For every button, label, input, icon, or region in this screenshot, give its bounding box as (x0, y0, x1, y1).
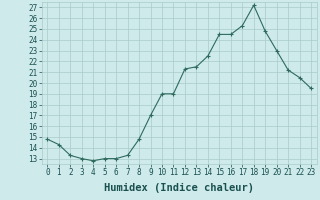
X-axis label: Humidex (Indice chaleur): Humidex (Indice chaleur) (104, 183, 254, 193)
